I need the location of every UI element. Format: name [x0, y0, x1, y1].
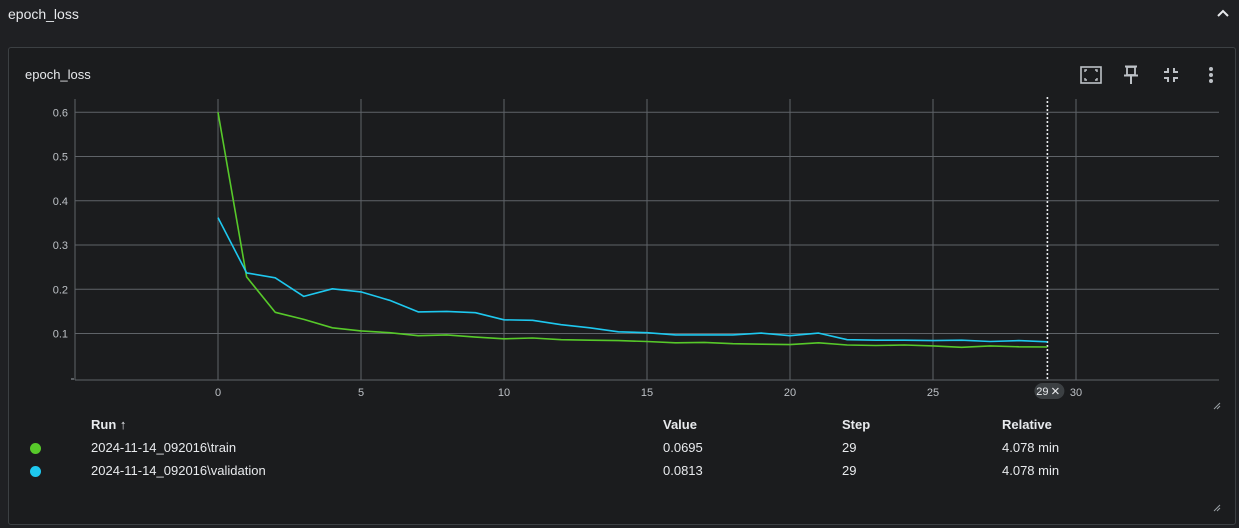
loss-line-chart[interactable]: 0 5 10 15 20 25 30 0.1 0.2 0.3 0.4 0.5 0.6 29	[9, 48, 1237, 526]
y-tick-label: 0.2	[53, 284, 68, 296]
relative-column-header[interactable]: Relative	[1002, 417, 1052, 432]
x-tick-label: 20	[784, 387, 796, 399]
run-column-header[interactable]: Run ↑	[91, 417, 127, 432]
y-tick-label: 0.3	[53, 240, 68, 252]
section-title: epoch_loss	[8, 6, 79, 22]
x-tick-label: 10	[498, 387, 510, 399]
x-tick-label: 15	[641, 387, 653, 399]
collapse-section-button[interactable]	[1212, 2, 1234, 24]
table-resize-handle[interactable]	[1211, 502, 1221, 512]
pin-icon	[1124, 65, 1138, 84]
run-step: 29	[842, 463, 857, 478]
run-value: 0.0695	[663, 440, 703, 455]
value-column-header[interactable]: Value	[663, 417, 697, 432]
step-column-header[interactable]: Step	[842, 417, 871, 432]
hover-step-badge	[1034, 383, 1065, 399]
chart-resize-handle[interactable]	[1211, 400, 1221, 410]
hover-step-label: 29	[1036, 386, 1048, 398]
close-icon	[1051, 387, 1059, 395]
run-step: 29	[842, 440, 857, 455]
run-relative: 4.078 min	[1002, 440, 1060, 455]
section-header: epoch_loss	[0, 0, 1239, 28]
chart-card: epoch_loss 0 5 10 15 20 2	[8, 47, 1236, 525]
run-value: 0.0813	[663, 463, 703, 478]
pin-button[interactable]	[1118, 62, 1144, 88]
y-tick-label: 0.6	[53, 107, 68, 119]
x-tick-label: 30	[1070, 387, 1082, 399]
more-vert-icon	[1209, 67, 1213, 83]
y-tick-label: 0.1	[53, 329, 68, 341]
fit-domain-button[interactable]	[1078, 62, 1104, 88]
more-options-button[interactable]	[1198, 62, 1224, 88]
card-title: epoch_loss	[25, 67, 91, 82]
run-name: 2024-11-14_092016\validation	[91, 463, 266, 478]
exit-fullscreen-button[interactable]	[1158, 62, 1184, 88]
chevron-up-icon	[1217, 9, 1229, 17]
series-line-validation	[217, 217, 1048, 343]
run-relative: 4.078 min	[1002, 463, 1060, 478]
x-tick-label: 25	[927, 387, 939, 399]
series-line-train	[217, 112, 1048, 349]
fit-to-data-icon	[1080, 66, 1102, 84]
collapse-arrows-icon	[1164, 68, 1178, 82]
x-tick-label: 5	[358, 387, 364, 399]
y-tick-label: 0.5	[53, 152, 68, 164]
x-tick-label: 0	[215, 387, 221, 399]
run-name: 2024-11-14_092016\train	[91, 440, 237, 455]
y-tick-label: 0.4	[53, 196, 68, 208]
